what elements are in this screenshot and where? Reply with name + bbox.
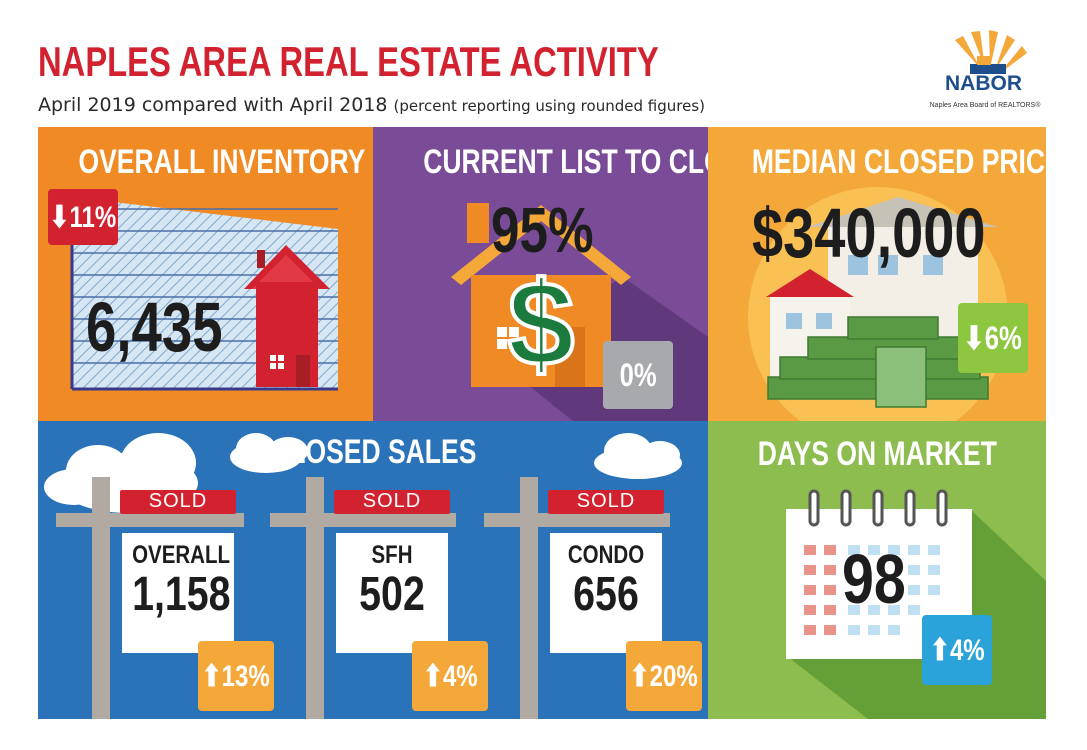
list-to-closed-title: CURRENT LIST TO CLOSED <box>423 143 708 181</box>
overall-inventory-title: OVERALL INVENTORY <box>78 143 366 181</box>
inventory-value: 6,435 <box>86 288 223 366</box>
inventory-change-badge: ⬇11% <box>48 189 118 245</box>
closed-sales-value: 656 <box>573 568 639 621</box>
closed-sales-label: OVERALL <box>132 541 231 569</box>
median-price-panel: MEDIAN CLOSED PRICE $340,000 ⬇6% <box>708 127 1046 421</box>
closed-sales-label: CONDO <box>567 541 645 569</box>
closed-sales-label: SFH <box>371 541 413 569</box>
days-on-market-panel: DAYS ON MARKET 98 ⬆4% <box>708 421 1046 719</box>
logo-full-name: Naples Area Board of REALTORS® <box>929 102 1041 109</box>
sold-sign: SOLD <box>334 490 450 514</box>
signposts-illustration <box>56 477 670 719</box>
overall-inventory-panel: OVERALL INVENTORY ⬇11% <box>38 127 373 421</box>
sold-sign: SOLD <box>120 490 236 514</box>
list-to-closed-value: 95% <box>491 194 594 266</box>
median-price-change-badge: ⬇6% <box>958 303 1028 373</box>
subtitle-main: April 2019 compared with April 2018 <box>38 94 388 116</box>
cash-stack-icon <box>767 316 989 408</box>
days-on-market-change-badge: ⬆4% <box>922 615 992 685</box>
days-on-market-value: 98 <box>842 540 906 618</box>
dollar-sign-icon: $ <box>508 257 575 391</box>
list-to-closed-panel: CURRENT LIST TO CLOSED $ 95% 0% <box>373 127 708 421</box>
median-price-value: $340,000 <box>752 194 986 272</box>
days-on-market-title: DAYS ON MARKET <box>757 435 997 473</box>
closed-sales-condo-card: CONDO 656 <box>550 533 662 653</box>
median-price-title: MEDIAN CLOSED PRICE <box>751 143 1046 181</box>
closed-sales-value: 502 <box>359 568 425 621</box>
logo-name: NABOR <box>945 72 1022 95</box>
closed-sales-overall-card: OVERALL 1,158 <box>122 533 234 653</box>
inventory-graph-illustration <box>70 191 338 391</box>
money-house-illustration <box>748 187 1008 421</box>
nabor-logo-icon <box>955 30 1027 74</box>
page-subtitle: April 2019 compared with April 2018 (per… <box>38 94 705 116</box>
closed-sales-condo-change-badge: ⬆20% <box>626 641 702 711</box>
closed-sales-sfh-card: SFH 502 <box>336 533 448 653</box>
closed-sales-sfh-change-badge: ⬆4% <box>412 641 488 711</box>
page-title: NAPLES AREA REAL ESTATE ACTIVITY <box>38 38 659 85</box>
closed-sales-title: CLOSED SALES <box>269 433 477 471</box>
red-house-icon <box>244 245 330 387</box>
closed-sales-overall-change-badge: ⬆13% <box>198 641 274 711</box>
subtitle-note: (percent reporting using rounded figures… <box>393 97 705 115</box>
sold-sign: SOLD <box>548 490 664 514</box>
closed-sales-value: 1,158 <box>132 568 231 621</box>
closed-sales-panel: CLOSED SALES SOLD SOLD SOLD OVERALL 1,15… <box>38 421 708 719</box>
list-to-closed-change-badge: 0% <box>603 341 673 409</box>
